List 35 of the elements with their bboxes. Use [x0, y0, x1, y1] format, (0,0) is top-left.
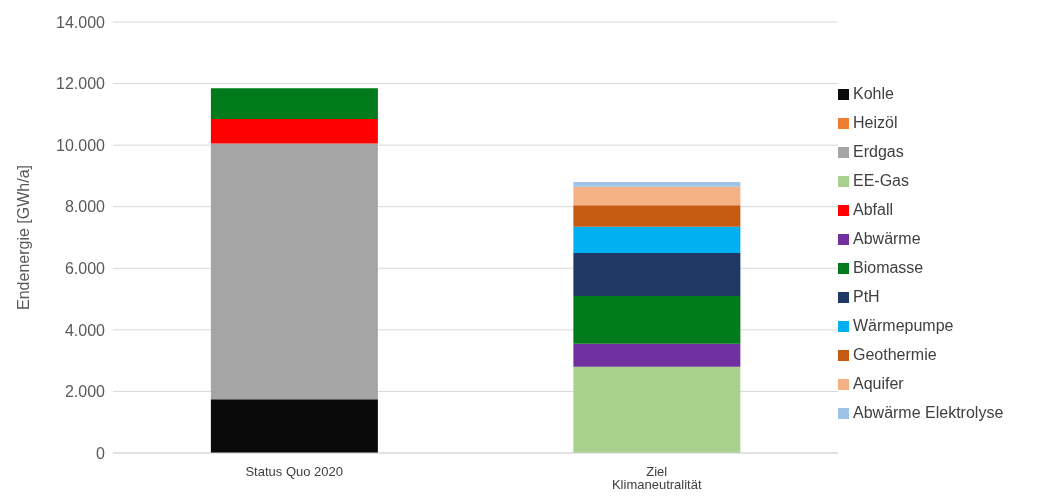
- bar: [573, 252, 741, 296]
- bar: [210, 118, 378, 144]
- legend-label: EE-Gas: [853, 172, 910, 189]
- bar: [210, 399, 378, 453]
- y-tick-label: 10.000: [56, 136, 106, 154]
- x-tick-label: Status Quo 2020: [245, 464, 344, 480]
- y-tick-label: 4.000: [64, 321, 106, 339]
- legend-label: Wärmepumpe: [853, 317, 954, 334]
- legend-label: Heizöl: [853, 114, 898, 131]
- legend-label: Erdgas: [853, 143, 904, 160]
- legend-label: Aquifer: [853, 375, 904, 392]
- y-tick-label: 8.000: [64, 198, 106, 216]
- bar: [210, 88, 378, 119]
- bar: [573, 205, 741, 227]
- bar: [573, 366, 741, 453]
- y-tick-label: 2.000: [64, 383, 106, 401]
- legend-label: Abwärme: [853, 230, 921, 247]
- legend-label: Biomasse: [853, 259, 924, 276]
- legend-label: PtH: [853, 288, 880, 305]
- legend-label: Kohle: [853, 85, 894, 102]
- y-axis-title: Endenergie [GWh/a]: [14, 165, 32, 310]
- legend-label: Geothermie: [853, 346, 937, 363]
- bar: [573, 226, 741, 253]
- x-tick-label: Ziel Klimaneutralität: [611, 464, 702, 493]
- y-tick-label: 14.000: [56, 13, 106, 31]
- bar: [573, 343, 741, 367]
- y-tick-label: 0: [96, 444, 106, 462]
- bar: [573, 182, 741, 187]
- y-tick-label: 12.000: [56, 75, 106, 93]
- bar: [573, 295, 741, 344]
- legend-label: Abfall: [853, 201, 894, 218]
- bar: [573, 186, 741, 206]
- legend-label: Abwärme Elektrolyse: [853, 404, 1004, 421]
- bar: [210, 143, 378, 400]
- y-tick-label: 6.000: [64, 259, 106, 277]
